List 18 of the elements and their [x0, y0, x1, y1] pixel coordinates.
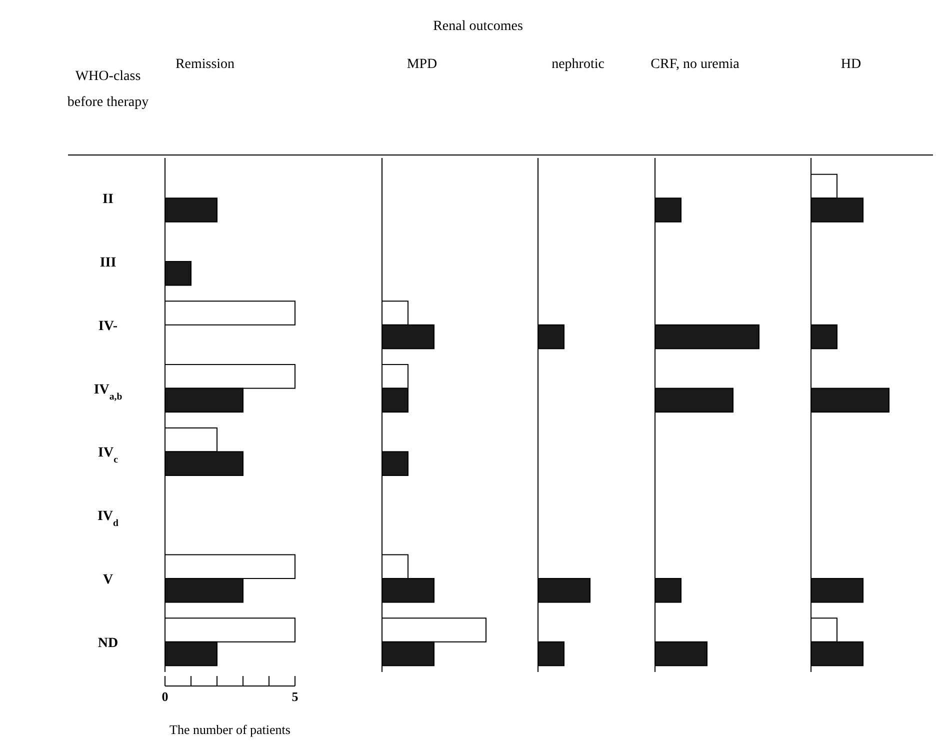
- chart-title: MPD: [406, 57, 438, 72]
- chart-title: CRF, no uremia: [650, 57, 740, 72]
- y-tick-label: V: [102, 572, 114, 588]
- chart-title: Remission: [175, 57, 235, 72]
- y-tick-label: IV$_{c}$: [98, 446, 119, 466]
- x-axis-title: The number of patients: [170, 722, 290, 737]
- y-tick-label: III: [100, 256, 116, 271]
- chart-title: HD: [840, 57, 862, 72]
- y-tick-label: ND: [98, 636, 118, 651]
- x-tick-label: 5: [292, 689, 299, 704]
- chart-title: nephrotic: [552, 57, 604, 72]
- y-tick-label: IV$_{d}$: [97, 509, 120, 529]
- x-tick-label: 0: [162, 689, 168, 704]
- y-tick-label: IV$_{a,b}$: [94, 382, 123, 402]
- text: Renal outcomes: [433, 19, 523, 34]
- y-tick-label: II: [102, 192, 114, 208]
- y-tick-label: IV-: [98, 318, 118, 334]
- y-axis-title: WHO-class before therapy: [67, 69, 149, 110]
